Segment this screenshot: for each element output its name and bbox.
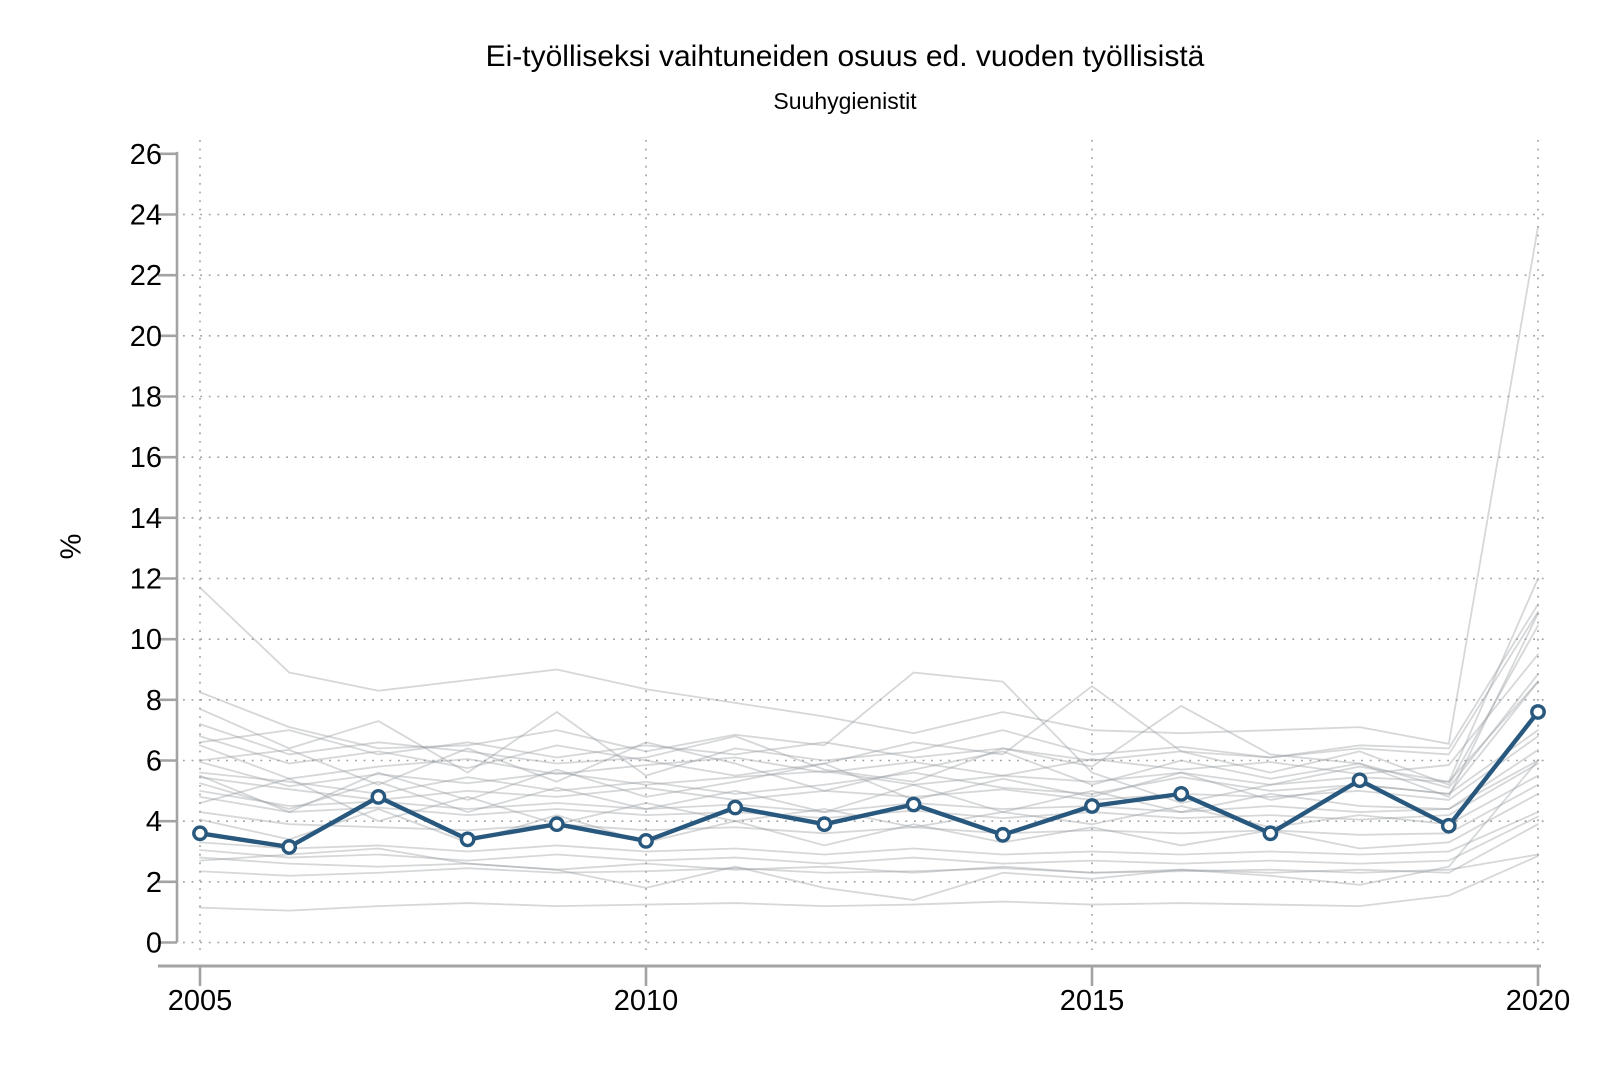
chart-subtitle: Suuhygienistit: [773, 88, 917, 114]
y-tick-label: 18: [130, 382, 162, 414]
data-point-marker: [1351, 772, 1368, 789]
y-tick-label: 0: [146, 928, 162, 960]
y-tick-label: 22: [130, 260, 162, 292]
x-tick-label: 2010: [614, 985, 679, 1017]
background-series-line: [199, 815, 1539, 865]
data-point-marker: [1440, 817, 1457, 834]
background-series-line: [199, 748, 1539, 813]
y-tick-label: 14: [130, 503, 162, 535]
highlight-series-line: [197, 709, 1541, 850]
background-series-line: [199, 624, 1539, 786]
y-tick-label: 2: [146, 867, 162, 899]
y-tick-label: 6: [146, 746, 162, 778]
y-tick-label: 24: [130, 200, 162, 232]
background-series-line: [199, 653, 1539, 780]
data-point-marker: [548, 816, 565, 833]
background-series-line: [199, 759, 1539, 901]
y-tick-label: 4: [146, 806, 162, 838]
background-series-line: [199, 673, 1539, 792]
data-point-marker: [281, 839, 298, 855]
data-point-marker: [816, 816, 833, 833]
data-point-marker: [727, 799, 744, 816]
data-point-marker: [1084, 798, 1100, 814]
x-tick-label: 2020: [1506, 985, 1571, 1017]
y-tick-label: 8: [146, 685, 162, 717]
y-tick-label: 12: [130, 564, 162, 596]
background-series-line: [199, 577, 1539, 804]
data-point-marker: [370, 789, 387, 805]
background-series-line: [199, 225, 1539, 745]
background-series-line: [199, 823, 1539, 874]
x-tick-label: 2005: [168, 985, 233, 1017]
chart-title: Ei-työlliseksi vaihtuneiden osuus ed. vu…: [485, 40, 1205, 73]
background-series-line: [199, 680, 1539, 795]
data-point-marker: [994, 826, 1011, 843]
data-point-marker: [1173, 785, 1190, 802]
data-point-marker: [459, 831, 476, 848]
background-series-line: [199, 680, 1539, 788]
y-tick-label: 10: [130, 624, 162, 656]
data-point-marker: [638, 832, 654, 849]
data-point-marker: [1262, 825, 1279, 842]
background-series-line: [199, 792, 1539, 850]
background-series-line: [199, 612, 1539, 798]
data-point-marker: [192, 825, 208, 842]
background-series-line: [199, 811, 1539, 856]
background-series-line: [199, 853, 1539, 877]
y-tick-label: 20: [130, 321, 162, 353]
y-tick-label: 26: [130, 139, 162, 171]
background-series-line: [199, 783, 1539, 836]
background-series-line: [199, 603, 1539, 777]
background-series-line: [199, 610, 1539, 762]
y-tick-label: 16: [130, 442, 162, 474]
background-series-line: [199, 729, 1539, 813]
background-series-line: [199, 735, 1539, 801]
data-point-marker: [905, 796, 922, 813]
data-point-marker: [1530, 704, 1546, 720]
background-series-line: [199, 855, 1539, 912]
background-series-line: [199, 774, 1539, 829]
x-tick-label: 2015: [1060, 985, 1125, 1017]
